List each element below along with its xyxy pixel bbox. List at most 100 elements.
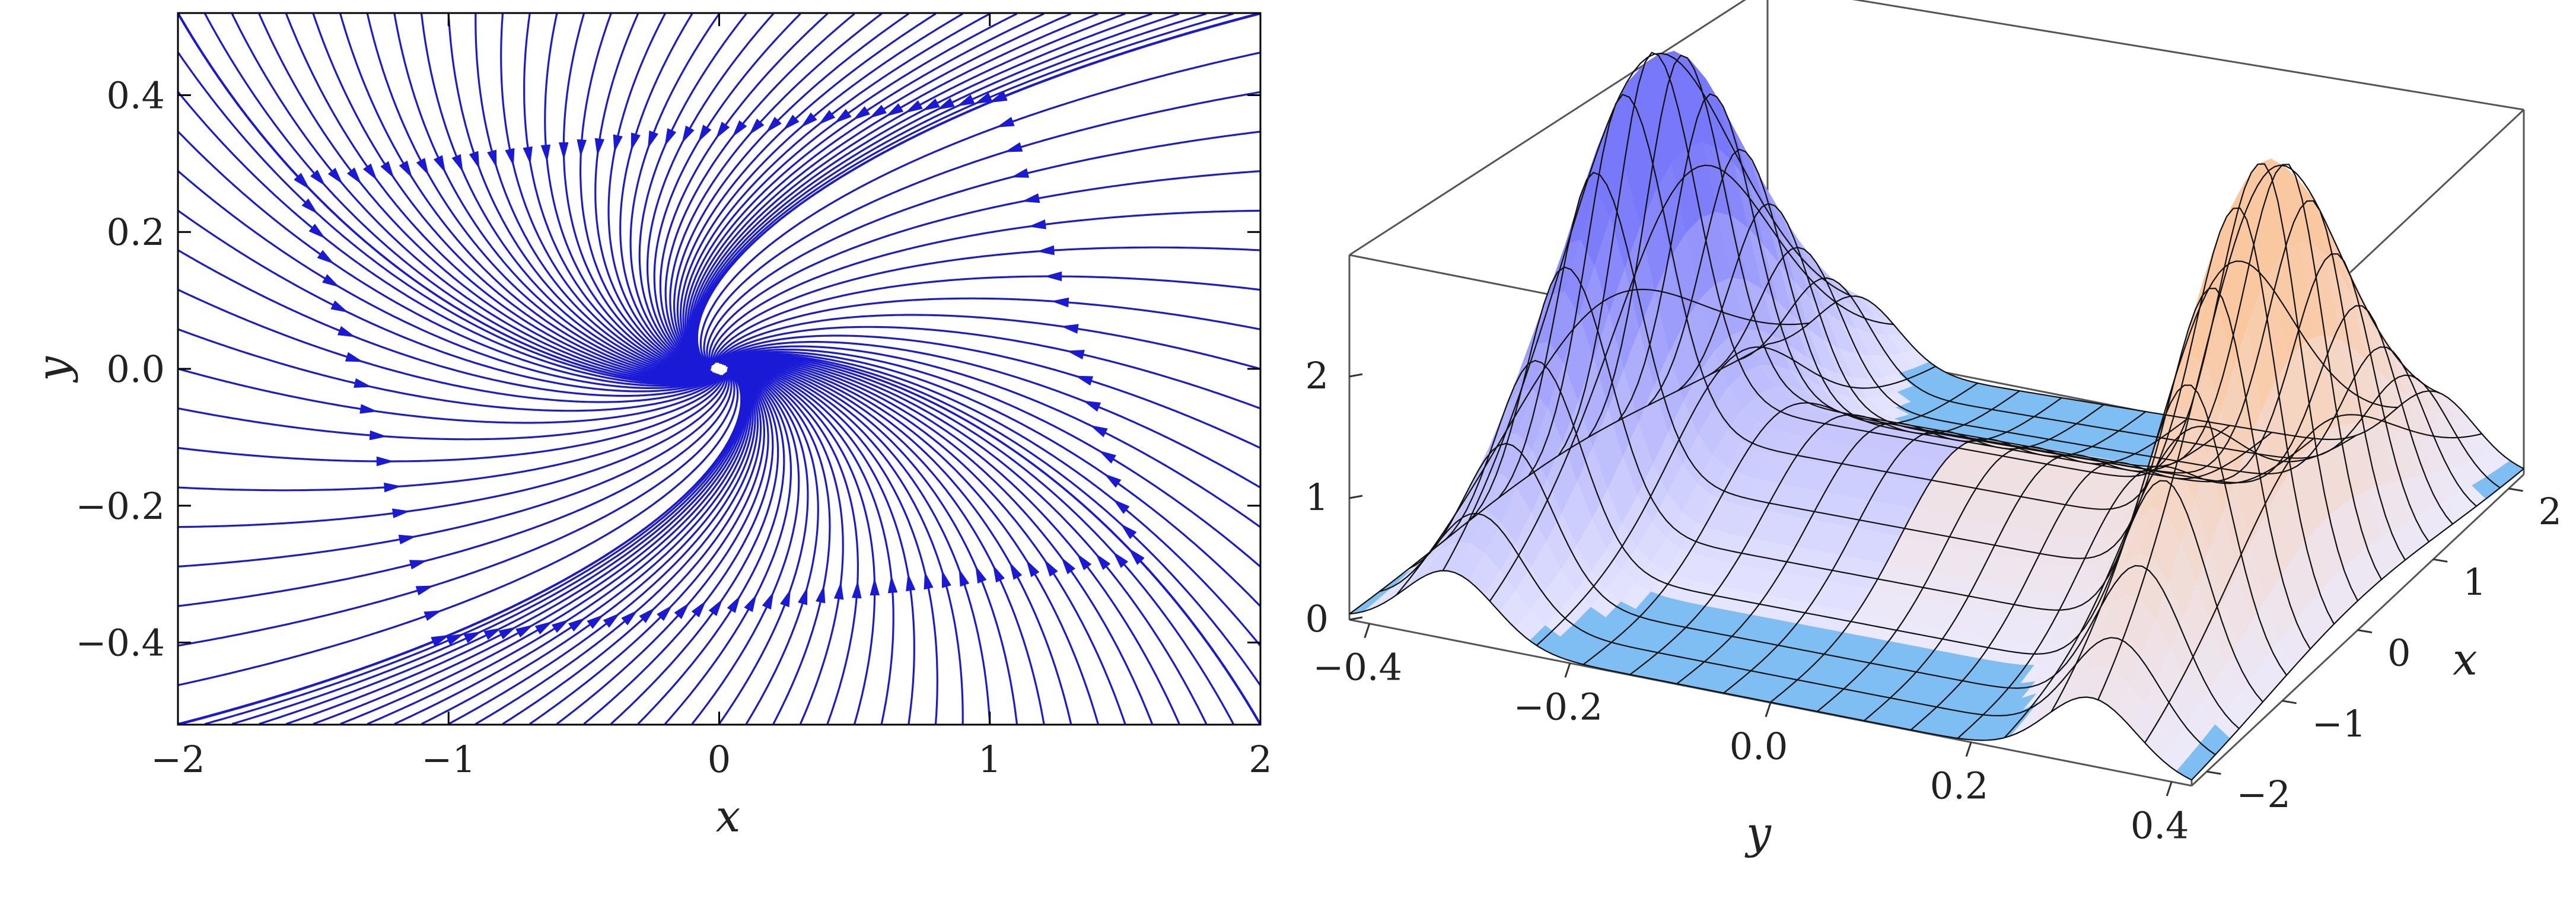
streamline (312, 13, 714, 378)
mesh-line-y (1770, 411, 2147, 703)
streamline (721, 358, 1180, 725)
streamline-arrow (469, 151, 480, 170)
z-tick (1349, 373, 1363, 378)
streamline (340, 369, 749, 725)
streamline-arrow (308, 224, 326, 239)
mesh-line-y (1582, 382, 1978, 665)
streamline-arrow (1075, 375, 1094, 386)
streamline (721, 355, 1260, 725)
streamline (231, 370, 744, 725)
streamplot-panel: −2 −1 0 1 2 0.4 0.2 0.0 −0.2 −0.4 x y (28, 12, 1272, 842)
streamline (720, 350, 1260, 607)
streamline-arrow (487, 149, 497, 168)
y-tick (1965, 742, 1972, 757)
streamline-arrow (974, 93, 993, 104)
streamline (664, 366, 792, 725)
mesh-line-y (2144, 414, 2482, 744)
streamline (500, 14, 713, 374)
streamline-arrow (505, 148, 515, 167)
streamline (285, 13, 715, 380)
streamline-arrow (621, 610, 638, 626)
streamline (178, 369, 743, 725)
x-tick-label: 2 (2539, 490, 2562, 533)
streamline (669, 13, 883, 371)
streamlines (178, 13, 1260, 725)
streamline-arrow (992, 565, 1005, 583)
streamline (421, 14, 713, 376)
streamline-arrow (322, 274, 340, 288)
streamline (583, 367, 774, 725)
streamline (367, 369, 750, 725)
streamline (629, 13, 720, 372)
streamline (204, 13, 715, 382)
streamline (664, 13, 855, 371)
streamline (178, 328, 721, 412)
streamline (178, 210, 719, 393)
streamline-arrow (346, 167, 362, 184)
streamline (231, 13, 715, 381)
streamline (594, 13, 711, 373)
streamline (699, 52, 1260, 367)
streamline-arrow (483, 627, 502, 640)
streamline (673, 13, 909, 371)
streamline (610, 366, 779, 725)
streamline-arrow (380, 161, 394, 178)
streamline-arrow (852, 106, 870, 120)
streamline-arrow (924, 571, 934, 590)
streamline-arrow (648, 130, 659, 149)
streamline-arrow (766, 116, 782, 133)
streamline (679, 13, 963, 369)
streamline-arrow (587, 614, 604, 629)
streamline (178, 372, 728, 528)
streamline-arrow (682, 125, 695, 144)
z-tick-label: 1 (1305, 476, 1329, 519)
streamline (725, 362, 991, 724)
box-edge (1349, 0, 1747, 256)
streamline-arrow (1104, 473, 1122, 488)
x-tick-label: −1 (2312, 702, 2366, 745)
y-tick-label: 0.0 (1730, 725, 1788, 768)
streamline-arrow (779, 589, 791, 607)
streamline (718, 334, 1260, 449)
box-edge (1852, 0, 2524, 111)
streamline (688, 13, 1072, 369)
streamline (725, 364, 938, 724)
streamline (713, 275, 1260, 364)
streamline (178, 368, 723, 424)
streamline-arrow (310, 170, 326, 186)
streamline-arrow (345, 352, 364, 362)
x-tick (2508, 487, 2523, 492)
z-tick-label: 2 (1305, 354, 1329, 397)
streamline (684, 13, 1018, 369)
streamline (686, 13, 1045, 369)
streamline-arrow (631, 132, 641, 151)
z-tick-label: 0 (1305, 597, 1329, 640)
streamline-arrow (330, 300, 349, 313)
streamline (710, 209, 1260, 366)
streamline-arrow (1061, 557, 1076, 575)
streamline-arrow (1044, 559, 1058, 577)
streamline-arrow (744, 594, 757, 613)
streamline-arrow (975, 565, 987, 584)
streamline (205, 370, 743, 725)
streamline-arrow (691, 600, 706, 618)
streamline-arrow (594, 138, 605, 157)
streamline-arrow (1009, 562, 1023, 580)
streamline (723, 356, 1234, 725)
streamline (366, 13, 714, 377)
streamline-arrow (1004, 142, 1023, 152)
streamline-arrow (369, 430, 387, 441)
streamline-arrow (398, 534, 417, 544)
streamline-arrow (354, 378, 372, 388)
streamline-arrow (431, 635, 450, 647)
streamline-arrow (852, 580, 862, 599)
streamline (659, 13, 829, 371)
y-tick-label: −0.4 (1313, 646, 1403, 689)
mesh-line-y (2191, 468, 2524, 781)
streamline (178, 371, 735, 647)
streamline (619, 13, 709, 372)
streamline (712, 246, 1260, 365)
streamline (706, 130, 1260, 367)
